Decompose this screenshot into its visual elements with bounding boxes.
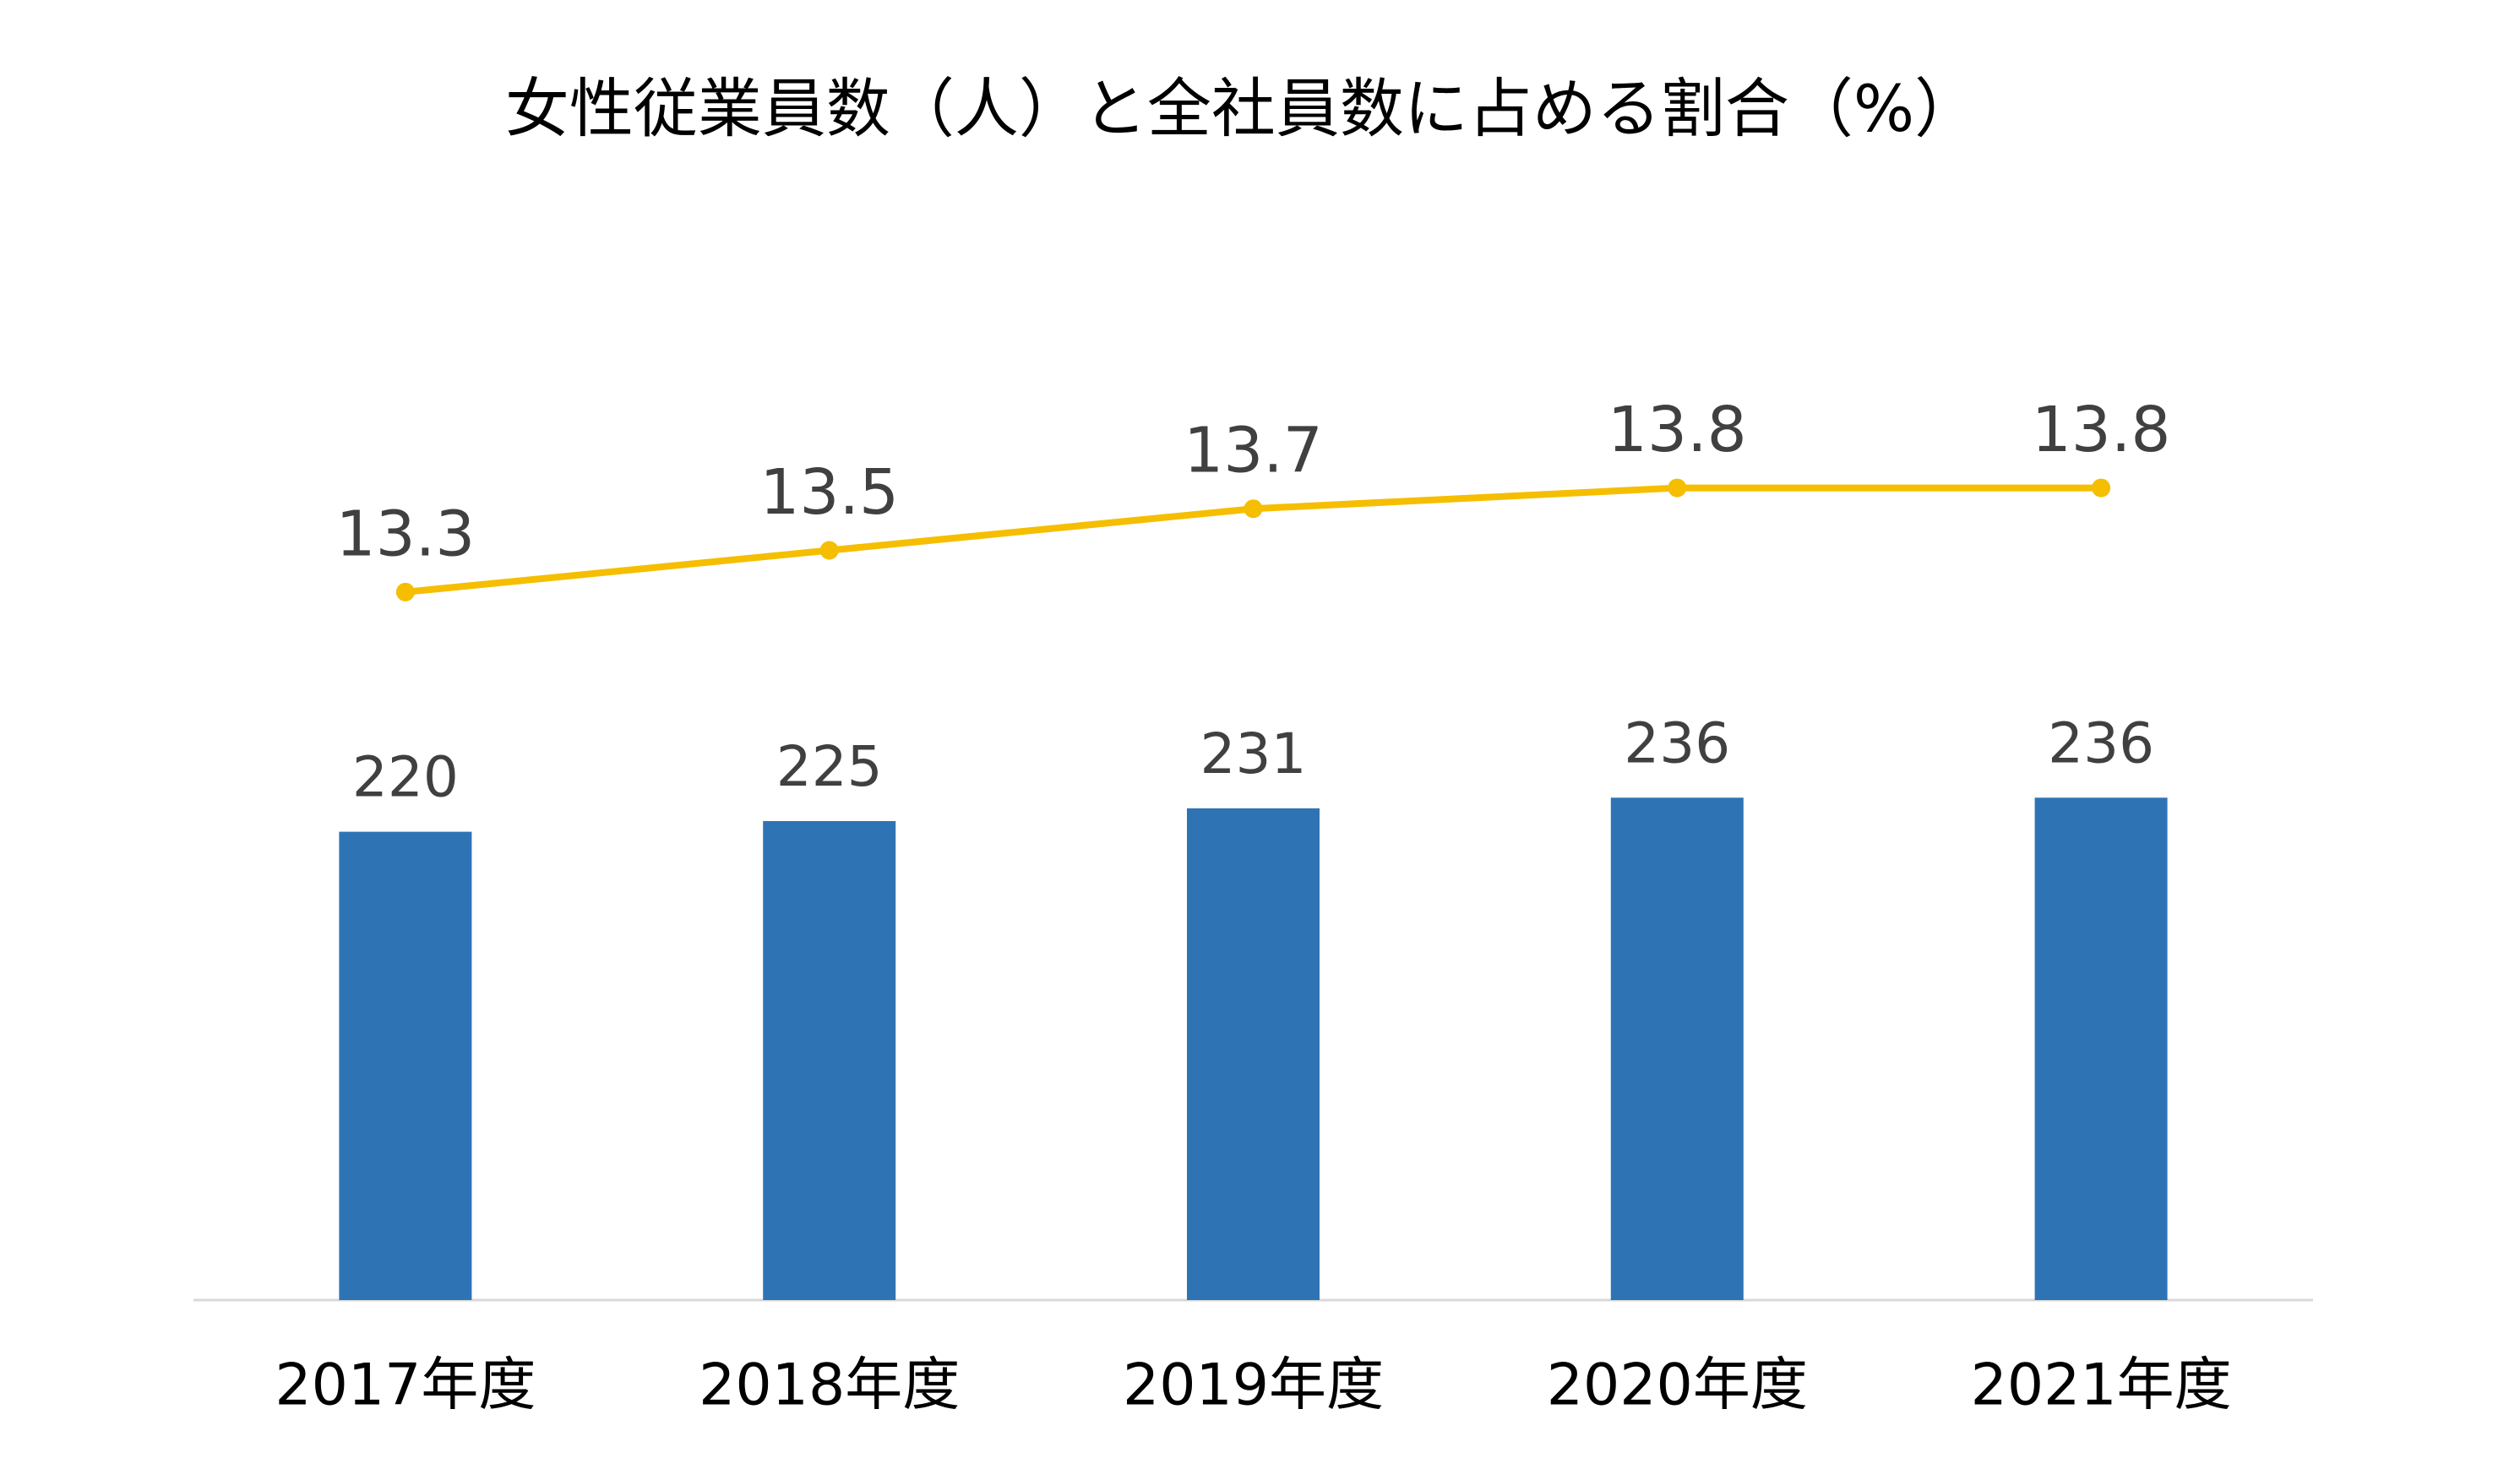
bar <box>1187 808 1320 1300</box>
line-marker <box>1244 499 1263 519</box>
data-label: 220 <box>352 745 459 810</box>
data-label: 236 <box>2048 710 2154 775</box>
line-marker <box>819 541 839 560</box>
line-marker <box>1668 478 1687 498</box>
bar <box>2034 797 2168 1300</box>
chart-title: 女性従業員数（人）と全社員数に占める割合（%） <box>505 71 1978 146</box>
data-label: 13.7 <box>1184 415 1323 487</box>
line-marker <box>2092 478 2111 498</box>
x-tick-label: 2020年度 <box>1547 1352 1808 1419</box>
data-label: 13.8 <box>2032 394 2171 466</box>
data-label: 231 <box>1200 721 1307 786</box>
data-label: 236 <box>1624 710 1730 775</box>
line-marker <box>395 582 415 601</box>
x-tick-label: 2021年度 <box>1971 1352 2232 1419</box>
data-label: 13.8 <box>1608 394 1747 466</box>
bar <box>763 821 896 1300</box>
data-label: 13.3 <box>336 498 476 570</box>
x-tick-label: 2018年度 <box>699 1352 960 1419</box>
bar <box>1610 797 1744 1300</box>
data-label: 13.5 <box>759 456 899 529</box>
bar <box>339 831 472 1300</box>
data-label: 225 <box>776 734 883 799</box>
x-tick-label: 2017年度 <box>275 1352 536 1419</box>
x-tick-label: 2019年度 <box>1123 1352 1384 1419</box>
